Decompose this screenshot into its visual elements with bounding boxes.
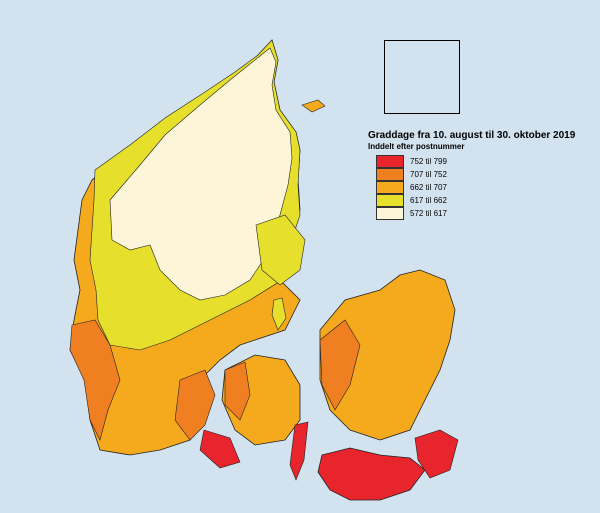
legend-subtitle: Inddelt efter postnummer <box>368 142 465 151</box>
legend: Graddage fra 10. august til 30. oktober … <box>368 130 598 220</box>
legend-item: 707 til 752 <box>376 168 598 181</box>
legend-title: Graddage fra 10. august til 30. oktober … <box>368 130 576 141</box>
legend-label: 752 til 799 <box>410 157 447 166</box>
legend-item: 572 til 617 <box>376 207 598 220</box>
region-jutland-southwest <box>69 319 121 441</box>
legend-item: 662 til 707 <box>376 181 598 194</box>
legend-swatch <box>376 194 404 207</box>
region-zealand-west <box>319 319 361 411</box>
legend-label: 707 til 752 <box>410 170 447 179</box>
region-jutland-southeast <box>174 369 216 441</box>
legend-swatch <box>376 207 404 220</box>
region-funen-west <box>224 361 251 421</box>
island-zealand <box>319 269 456 441</box>
island-langeland <box>289 421 309 481</box>
legend-items: 752 til 799 707 til 752 662 til 707 617 til… <box>368 155 598 220</box>
island-samso <box>271 297 287 331</box>
legend-swatch <box>376 181 404 194</box>
legend-swatch <box>376 168 404 181</box>
legend-item: 617 til 662 <box>376 194 598 207</box>
legend-label: 572 til 617 <box>410 209 447 218</box>
island-laeso <box>301 99 326 113</box>
island-falster <box>414 429 459 479</box>
legend-label: 662 til 707 <box>410 183 447 192</box>
legend-swatch <box>376 155 404 168</box>
island-lolland <box>317 447 426 501</box>
region-djursland <box>255 214 306 286</box>
legend-item: 752 til 799 <box>376 155 598 168</box>
island-aero <box>199 429 241 469</box>
bornholm-inset-frame <box>384 40 460 114</box>
legend-label: 617 til 662 <box>410 196 447 205</box>
region-jutland-pale <box>109 47 293 301</box>
